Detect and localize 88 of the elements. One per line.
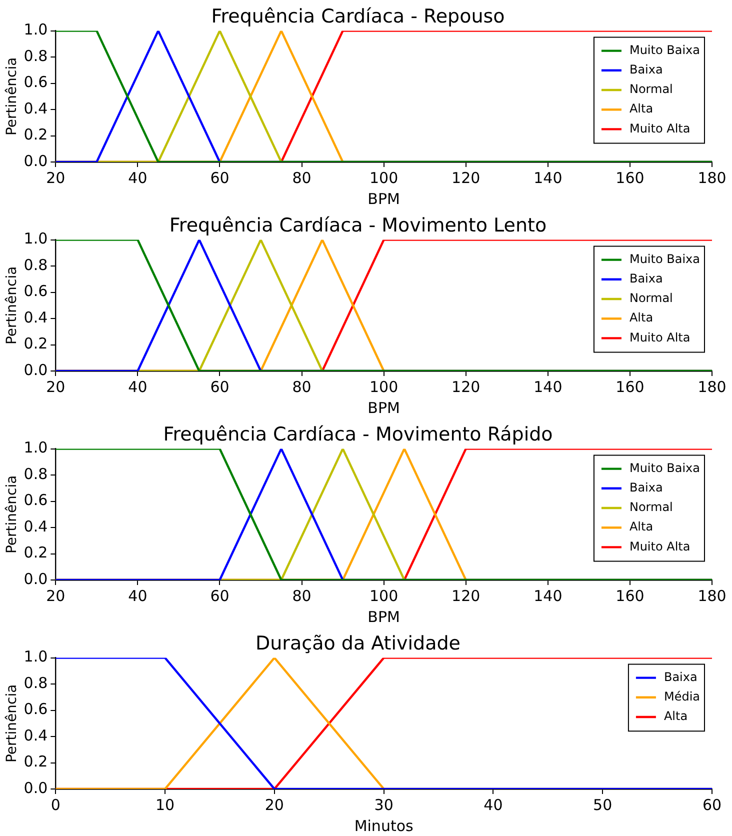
x-tick-label: 20 <box>46 378 66 396</box>
y-tick-label: 0.6 <box>24 282 48 300</box>
y-tick-label: 0.8 <box>24 256 48 274</box>
x-tick-label: 60 <box>210 168 230 187</box>
x-tick-label: 10 <box>156 796 175 814</box>
x-tick-label: 30 <box>374 796 394 814</box>
y-tick-label: 0.2 <box>24 126 48 144</box>
y-tick-label: 0.4 <box>24 99 48 118</box>
y-tick-label: 0.8 <box>24 674 48 692</box>
y-axis-title: Pertinência <box>4 266 20 345</box>
y-tick-label: 1.0 <box>24 20 48 39</box>
x-axis-title: BPM <box>368 608 400 626</box>
x-tick-label: 180 <box>698 168 726 187</box>
x-axis-title: BPM <box>368 398 400 417</box>
x-tick-label: 20 <box>46 586 66 605</box>
x-tick-label: 60 <box>210 586 230 605</box>
x-tick-label: 40 <box>128 378 148 396</box>
x-tick-label: 50 <box>593 796 612 814</box>
legend-label: Muito Baixa <box>629 460 700 475</box>
y-tick-label: 0.8 <box>24 464 48 483</box>
chart-title: Frequência Cardíaca - Movimento Rápido <box>163 423 553 446</box>
y-tick-label: 0.6 <box>24 73 48 92</box>
legend-label: Alta <box>629 520 654 534</box>
x-tick-label: 180 <box>698 378 726 396</box>
y-tick-label: 0.8 <box>24 46 48 65</box>
x-tick-label: 120 <box>452 378 480 396</box>
x-tick-label: 160 <box>616 168 644 187</box>
legend-label: Muito Baixa <box>629 252 700 266</box>
y-tick-label: 0.2 <box>24 752 48 771</box>
x-tick-label: 80 <box>292 378 312 396</box>
x-tick-label: 140 <box>534 378 562 396</box>
x-tick-label: 140 <box>534 586 562 605</box>
chart-title: Frequência Cardíaca - Movimento Lento <box>169 214 547 236</box>
legend-label: Normal <box>629 291 673 306</box>
y-tick-label: 0.2 <box>24 334 48 353</box>
legend-label: Normal <box>629 500 673 514</box>
x-tick-label: 160 <box>616 378 644 396</box>
legend-label: Média <box>664 690 700 704</box>
y-tick-label: 0.4 <box>24 308 48 326</box>
y-axis-title: Pertinência <box>4 57 20 136</box>
legend-label: Baixa <box>664 670 698 684</box>
legend-label: Muito Alta <box>629 539 690 554</box>
legend-label: Alta <box>664 709 688 724</box>
y-tick-label: 0.0 <box>24 360 48 379</box>
y-tick-label: 1.0 <box>24 230 48 248</box>
legend-label: Normal <box>629 82 673 96</box>
y-tick-label: 1.0 <box>24 648 48 666</box>
x-tick-label: 60 <box>702 796 722 814</box>
y-axis-title: Pertinência <box>4 475 20 554</box>
x-tick-label: 100 <box>370 168 398 187</box>
y-tick-label: 0.2 <box>24 544 48 562</box>
x-tick-label: 80 <box>292 586 312 605</box>
chart-title: Duração da Atividade <box>256 632 460 654</box>
legend-label: Muito Baixa <box>629 42 700 57</box>
y-tick-label: 0.6 <box>24 700 48 718</box>
x-tick-label: 40 <box>484 796 503 814</box>
x-tick-label: 20 <box>46 168 66 187</box>
x-tick-label: 0 <box>50 796 60 814</box>
x-tick-label: 20 <box>264 796 284 814</box>
y-tick-label: 0.0 <box>24 152 48 170</box>
y-tick-label: 0.6 <box>24 491 48 510</box>
y-tick-label: 1.0 <box>24 438 48 457</box>
x-tick-label: 100 <box>370 586 398 605</box>
legend-label: Muito Alta <box>629 121 690 136</box>
x-tick-label: 40 <box>128 586 148 605</box>
x-tick-label: 40 <box>128 168 148 187</box>
x-axis-title: Minutos <box>354 816 414 835</box>
y-tick-label: 0.0 <box>24 778 48 797</box>
chart-title: Frequência Cardíaca - Repouso <box>211 5 505 28</box>
x-tick-label: 180 <box>698 586 726 605</box>
legend-label: Baixa <box>629 62 663 77</box>
x-tick-label: 80 <box>292 168 312 187</box>
x-tick-label: 140 <box>534 168 562 187</box>
x-tick-label: 60 <box>210 378 230 396</box>
x-tick-label: 160 <box>616 586 644 605</box>
legend-label: Baixa <box>629 272 663 286</box>
x-tick-label: 100 <box>370 378 398 396</box>
x-tick-label: 120 <box>452 586 480 605</box>
legend-label: Alta <box>629 310 654 325</box>
y-axis-title: Pertinência <box>4 684 20 763</box>
y-tick-label: 0.0 <box>24 570 48 588</box>
x-axis-title: BPM <box>368 190 400 208</box>
legend-label: Alta <box>629 102 654 116</box>
y-tick-label: 0.4 <box>24 726 48 744</box>
legend-label: Baixa <box>629 480 663 495</box>
x-tick-label: 120 <box>452 168 480 187</box>
y-tick-label: 0.4 <box>24 517 48 536</box>
legend-label: Muito Alta <box>629 330 690 344</box>
